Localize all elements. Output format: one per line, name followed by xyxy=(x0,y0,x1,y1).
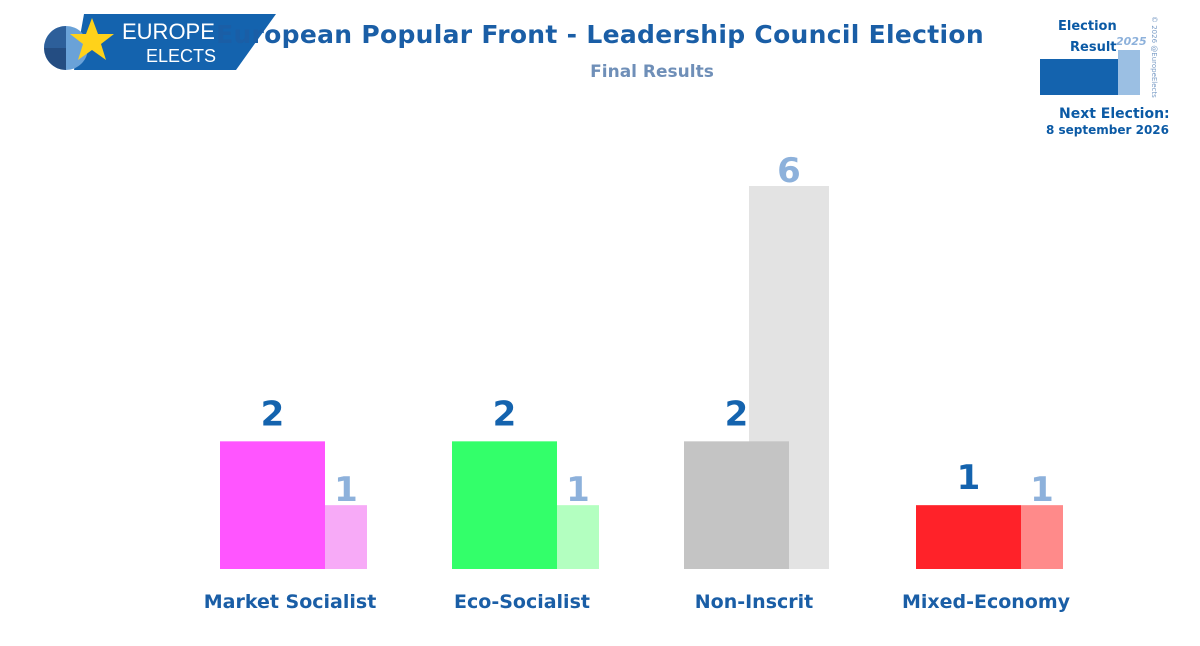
logo-globe-segment-2 xyxy=(44,48,66,70)
logo-text-europe: EUROPE xyxy=(122,19,215,44)
value-label-secondary-3: 1 xyxy=(1030,470,1054,510)
category-label-1: Eco-Socialist xyxy=(454,591,590,613)
category-label-0: Market Socialist xyxy=(204,591,377,613)
category-label-2: Non-Inscrit xyxy=(695,591,814,613)
election-result-badge: Election Result 2025 © 2026 @EuropeElect… xyxy=(1026,10,1186,140)
logo-text-elects: ELECTS xyxy=(146,46,216,66)
bar-secondary-1 xyxy=(557,505,599,569)
value-label-secondary-2: 6 xyxy=(777,151,801,191)
logo-banner xyxy=(74,14,276,70)
bar-secondary-3 xyxy=(1021,505,1063,569)
chart-title: European Popular Front - Leadership Coun… xyxy=(216,20,984,49)
badge-bar-icon xyxy=(1040,59,1118,95)
badge-year: 2025 xyxy=(1116,35,1147,48)
value-label-secondary-1: 1 xyxy=(566,470,590,510)
value-label-primary-0: 2 xyxy=(261,394,285,434)
value-label-primary-3: 1 xyxy=(957,458,981,498)
chart-subtitle: Final Results xyxy=(590,62,714,82)
category-label-3: Mixed-Economy xyxy=(902,591,1071,613)
badge-bar-icon-secondary xyxy=(1118,50,1140,95)
value-label-primary-1: 2 xyxy=(493,394,517,434)
bar-primary-0 xyxy=(220,441,325,569)
value-label-primary-2: 2 xyxy=(725,394,749,434)
europe-elects-logo: EUROPE ELECTS xyxy=(44,14,276,70)
bar-secondary-0 xyxy=(325,505,367,569)
bar-primary-2 xyxy=(684,441,789,569)
badge-result-label: Result xyxy=(1070,40,1117,55)
bar-primary-3 xyxy=(916,505,1021,569)
next-election-label: Next Election: xyxy=(1059,106,1170,122)
bar-primary-1 xyxy=(452,441,557,569)
badge-election-label: Election xyxy=(1058,19,1117,34)
logo-globe-segment xyxy=(44,26,66,48)
logo-star-icon xyxy=(70,18,114,60)
value-label-secondary-0: 1 xyxy=(334,470,358,510)
next-election-date: 8 september 2026 xyxy=(1046,123,1169,137)
